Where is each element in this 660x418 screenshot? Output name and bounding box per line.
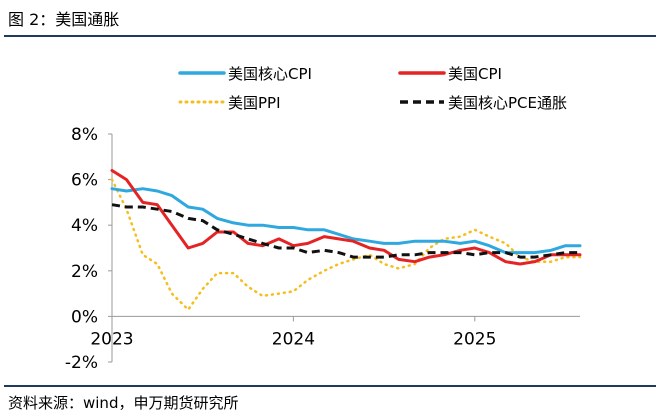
y-tick-label: 6% xyxy=(71,171,98,191)
y-tick-label: -2% xyxy=(65,353,98,373)
legend-label-0: 美国核心CPI xyxy=(228,65,312,83)
series-line-2 xyxy=(110,178,582,311)
figure-title: 图 2：美国通胀 xyxy=(8,10,120,29)
series-line-0 xyxy=(110,187,582,255)
x-tick-label: 2025 xyxy=(453,329,496,349)
x-tick-label: 2024 xyxy=(272,329,315,349)
series-line-3 xyxy=(111,203,580,259)
title-rule xyxy=(4,35,656,37)
y-tick-label: 0% xyxy=(71,307,98,327)
series-line-1 xyxy=(110,169,582,266)
legend: 美国核心CPI 美国CPI 美国PPI 美国核心PCE通胀 xyxy=(178,65,567,112)
x-tick-label: 2023 xyxy=(90,329,133,349)
y-tick-label: 8% xyxy=(71,125,98,145)
source-note: 资料来源：wind，申万期货研究所 xyxy=(8,394,239,412)
legend-label-3: 美国核心PCE通胀 xyxy=(448,94,567,112)
y-tick-label: 4% xyxy=(71,216,98,236)
legend-label-2: 美国PPI xyxy=(228,94,281,112)
plot-area: 8% 6% 4% 2% 0% -2% 2023 2024 2025 xyxy=(65,125,582,373)
y-tick-label: 2% xyxy=(71,262,98,282)
legend-label-1: 美国CPI xyxy=(448,65,502,83)
source-rule xyxy=(4,385,656,387)
